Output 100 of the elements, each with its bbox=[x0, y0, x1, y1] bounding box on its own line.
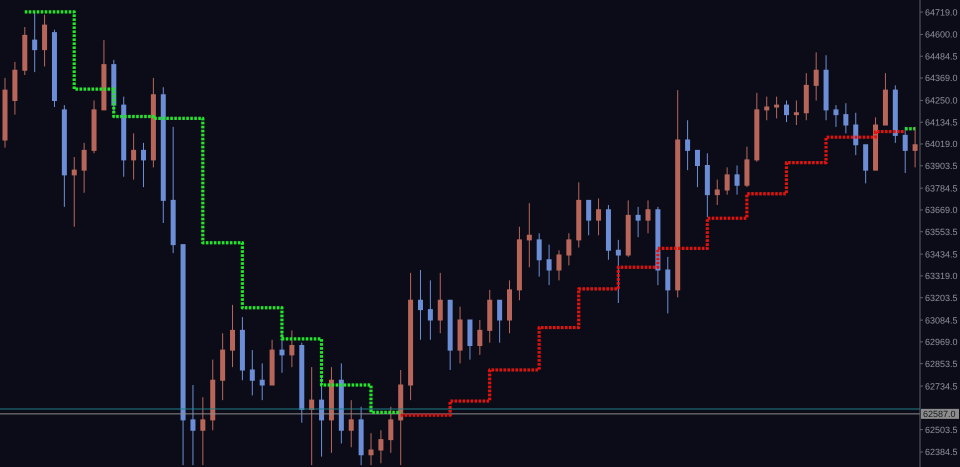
candlestick bbox=[289, 330, 294, 368]
y-tick-label: 63084.5 bbox=[925, 315, 958, 326]
candlestick bbox=[467, 320, 472, 360]
candlestick bbox=[32, 11, 38, 73]
candlestick bbox=[566, 232, 572, 266]
candlestick bbox=[853, 112, 858, 156]
y-tick-label: 63434.5 bbox=[925, 249, 958, 260]
candlestick bbox=[121, 96, 126, 178]
candlestick bbox=[576, 182, 582, 248]
candlestick bbox=[338, 362, 344, 444]
candlestick bbox=[319, 376, 324, 458]
candlestick bbox=[62, 104, 67, 208]
candlestick bbox=[892, 84, 898, 144]
candlestick bbox=[190, 384, 196, 466]
candlestick bbox=[784, 100, 790, 123]
candlestick bbox=[260, 362, 265, 401]
y-tick-label: 63319.0 bbox=[925, 271, 958, 282]
candlestick bbox=[408, 272, 414, 401]
candlestick bbox=[843, 102, 848, 134]
candlestick bbox=[2, 77, 8, 148]
y-tick-label: 62853.5 bbox=[925, 358, 958, 369]
candlestick bbox=[458, 306, 463, 364]
candlestick bbox=[140, 142, 146, 188]
candlestick bbox=[704, 152, 710, 218]
candlestick bbox=[646, 200, 651, 234]
y-tick-label: 62734.5 bbox=[925, 381, 958, 392]
candlestick bbox=[556, 250, 562, 281]
candlestick bbox=[824, 54, 829, 121]
candlestick bbox=[596, 198, 602, 236]
candlestick bbox=[694, 150, 700, 188]
candlestick bbox=[12, 61, 18, 116]
candlestick bbox=[170, 126, 176, 254]
candlestick bbox=[131, 132, 136, 180]
candlestick bbox=[734, 164, 740, 196]
candlestick bbox=[586, 200, 592, 236]
candlestick bbox=[220, 332, 226, 401]
candlestick bbox=[546, 244, 552, 286]
candlestick bbox=[378, 430, 384, 464]
candlestick bbox=[299, 342, 304, 424]
candlestick bbox=[814, 52, 819, 101]
candlestick bbox=[526, 202, 532, 268]
candlestick bbox=[882, 72, 888, 126]
y-tick-label: 63784.5 bbox=[925, 183, 958, 194]
candlestick bbox=[636, 206, 641, 238]
candlestick bbox=[428, 280, 433, 340]
candlestick bbox=[210, 359, 216, 431]
candlestick bbox=[101, 40, 106, 110]
candlestick bbox=[200, 396, 206, 466]
candlestick bbox=[863, 144, 868, 184]
y-tick-label: 62384.5 bbox=[925, 447, 958, 458]
candlestick bbox=[507, 280, 512, 334]
y-tick-label: 64369.0 bbox=[925, 73, 958, 84]
candlestick bbox=[714, 179, 720, 206]
candlestick bbox=[536, 232, 542, 278]
candlestick bbox=[438, 272, 443, 334]
candlestick bbox=[398, 369, 404, 466]
candlestick bbox=[418, 270, 423, 340]
candlestick bbox=[774, 96, 780, 119]
y-tick-label: 64719.0 bbox=[925, 7, 958, 18]
candlestick bbox=[279, 332, 284, 374]
candlestick bbox=[348, 400, 354, 448]
candlestick bbox=[82, 142, 87, 194]
candlestick bbox=[764, 96, 770, 121]
candlestick bbox=[912, 126, 918, 168]
candlestick bbox=[606, 204, 611, 260]
y-tick-label: 63203.5 bbox=[925, 292, 958, 303]
candlestick bbox=[22, 26, 28, 76]
y-tick-label: 64250.0 bbox=[925, 96, 958, 106]
candlestick bbox=[685, 120, 690, 171]
candlestick bbox=[477, 320, 482, 356]
y-tick-label: 62969.0 bbox=[925, 337, 958, 348]
candlestick bbox=[388, 406, 394, 454]
candlestick bbox=[902, 126, 908, 174]
candlestick bbox=[487, 289, 492, 344]
candlestick bbox=[665, 256, 670, 314]
candlestick bbox=[160, 86, 166, 224]
candlestick bbox=[516, 226, 522, 301]
candlestick bbox=[328, 366, 334, 454]
y-tick-label: 64600.0 bbox=[925, 30, 958, 40]
candlestick bbox=[804, 72, 809, 121]
candlestick bbox=[448, 300, 453, 370]
candlestick bbox=[626, 200, 631, 258]
candlestick bbox=[724, 166, 730, 196]
candlestick bbox=[794, 100, 799, 126]
y-tick-label: 64484.5 bbox=[925, 51, 958, 62]
candlestick bbox=[833, 104, 838, 128]
y-tick-label: 63903.5 bbox=[925, 160, 958, 171]
candlestick bbox=[72, 156, 77, 228]
ref-line-label: 62587.0 bbox=[923, 409, 956, 420]
candlestick bbox=[368, 432, 374, 466]
candlestick bbox=[675, 90, 680, 298]
candlestick bbox=[358, 406, 364, 466]
candlestick bbox=[270, 339, 275, 386]
candlestick bbox=[250, 350, 255, 396]
candlestick bbox=[616, 239, 621, 304]
candlestick bbox=[754, 92, 760, 162]
y-tick-label: 62503.5 bbox=[925, 424, 958, 435]
y-tick-label: 63553.5 bbox=[925, 226, 958, 237]
candlestick bbox=[52, 29, 57, 108]
candlestick bbox=[92, 100, 97, 154]
